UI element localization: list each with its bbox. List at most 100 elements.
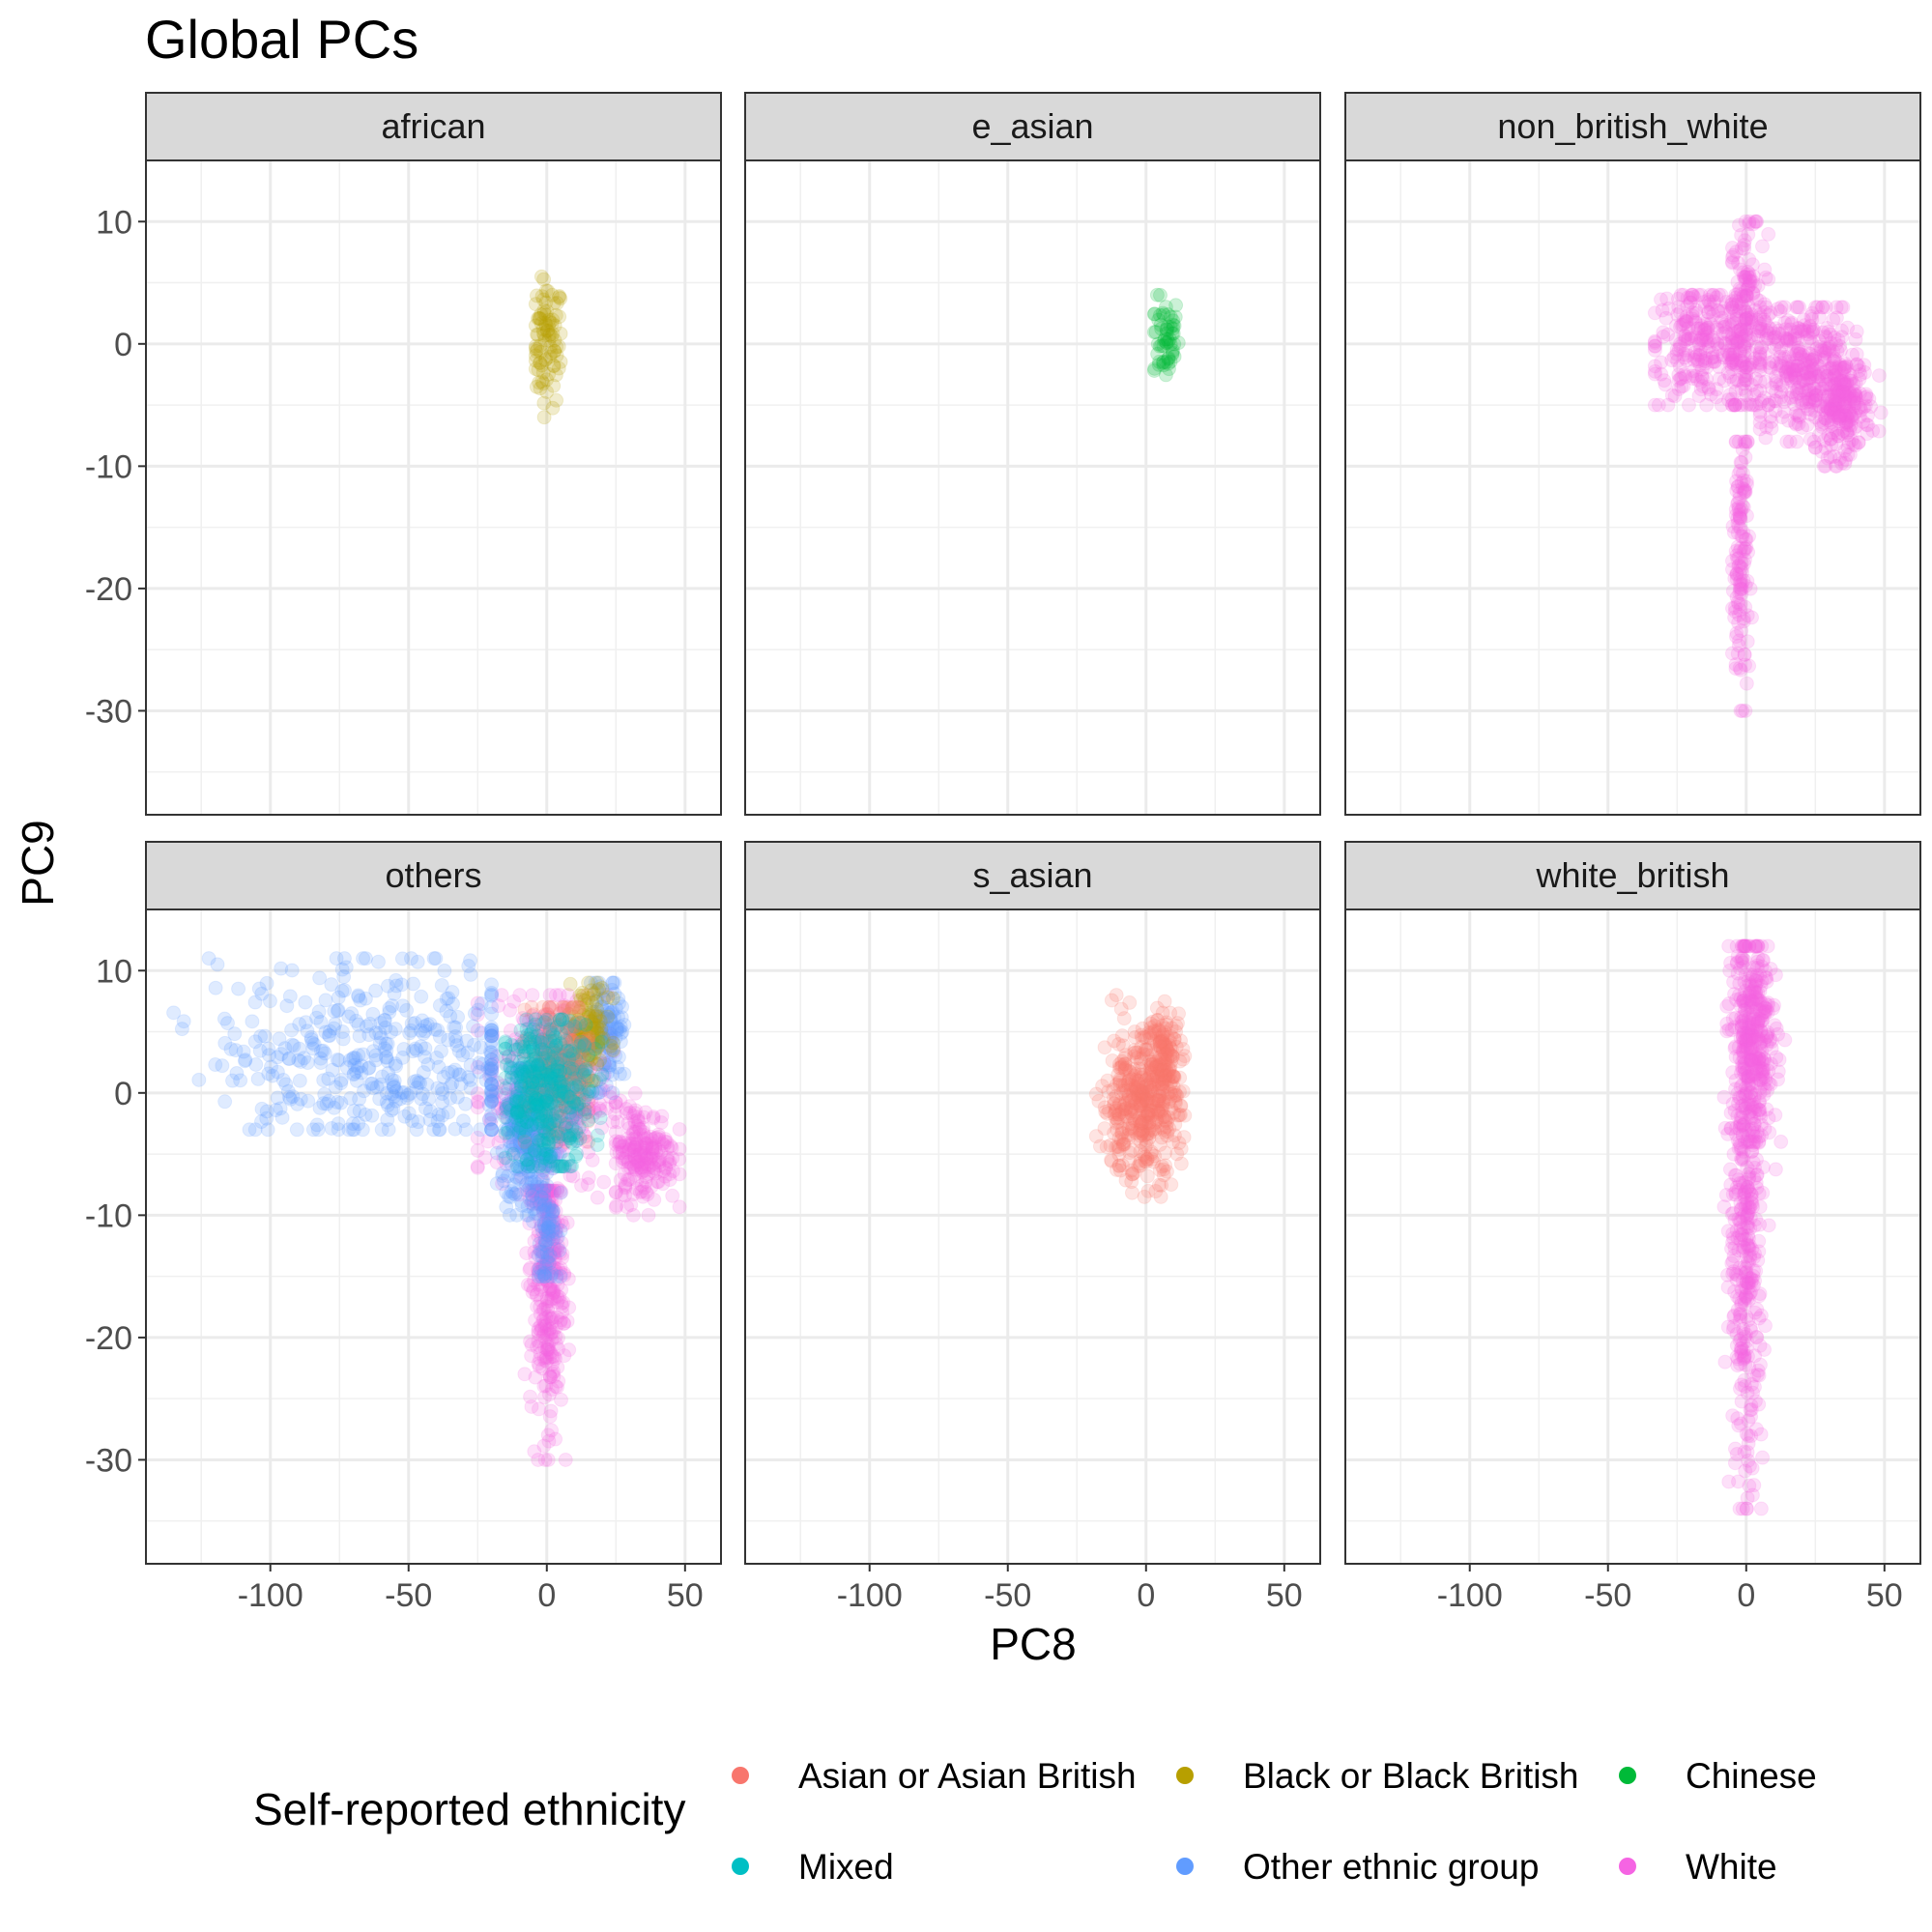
data-point — [1827, 388, 1842, 403]
data-point — [1787, 415, 1802, 430]
data-point — [1705, 330, 1720, 345]
data-point — [411, 1114, 426, 1130]
data-point — [1814, 381, 1830, 396]
data-point — [1696, 332, 1712, 348]
data-point — [1847, 384, 1862, 399]
data-point — [1677, 350, 1692, 365]
data-point — [529, 288, 544, 303]
data-point — [1661, 301, 1677, 316]
data-point — [1752, 404, 1768, 419]
data-point — [1699, 397, 1715, 413]
data-point — [1693, 287, 1709, 303]
data-point — [227, 1026, 243, 1042]
data-point — [538, 295, 554, 310]
data-point — [1773, 389, 1789, 405]
data-point — [418, 1041, 433, 1056]
y-tick-label: -30 — [85, 1442, 132, 1479]
data-point — [1685, 368, 1700, 384]
data-point — [1724, 326, 1740, 341]
data-point — [1738, 270, 1753, 285]
data-point — [1757, 314, 1773, 330]
data-point — [321, 1027, 336, 1043]
data-point — [549, 296, 564, 311]
data-point — [1737, 270, 1752, 285]
data-point — [1740, 307, 1755, 323]
data-point — [1656, 329, 1671, 344]
data-point — [1738, 270, 1753, 285]
data-point — [1714, 287, 1729, 303]
data-point — [581, 1170, 596, 1186]
data-point — [1701, 294, 1716, 309]
data-point — [1696, 294, 1712, 309]
data-point — [1727, 316, 1743, 332]
data-point — [1755, 1450, 1771, 1465]
data-point — [553, 291, 568, 306]
data-point — [1724, 255, 1740, 271]
data-point — [1730, 286, 1745, 302]
data-point — [331, 990, 346, 1005]
data-point — [1816, 343, 1831, 359]
data-point — [1772, 326, 1787, 341]
data-point — [1740, 287, 1755, 303]
data-point — [1806, 381, 1822, 396]
data-point — [531, 1248, 546, 1263]
data-point — [1745, 285, 1761, 301]
data-point — [1159, 322, 1174, 337]
data-point — [672, 1121, 687, 1137]
data-point — [1716, 301, 1732, 316]
data-point — [1691, 337, 1707, 353]
data-point — [1831, 332, 1846, 348]
data-point — [1722, 317, 1738, 332]
data-point — [1728, 287, 1744, 303]
data-point — [1741, 332, 1756, 348]
data-point — [1803, 385, 1819, 400]
data-point — [1647, 335, 1662, 351]
data-point — [610, 1021, 625, 1036]
data-point — [1165, 343, 1180, 359]
data-point — [1724, 353, 1740, 368]
data-point — [1691, 389, 1707, 404]
data-point — [1678, 313, 1693, 329]
data-point — [533, 338, 548, 354]
data-point — [1160, 322, 1175, 337]
data-point — [351, 1048, 366, 1063]
data-point — [547, 343, 562, 359]
data-point — [1692, 358, 1708, 373]
data-point — [1732, 397, 1747, 413]
data-point — [1739, 676, 1754, 691]
data-point — [225, 1073, 241, 1088]
data-point — [1653, 292, 1668, 307]
facet-strip — [1344, 92, 1921, 161]
data-point — [1788, 417, 1803, 432]
data-point — [1693, 374, 1709, 389]
data-point — [1818, 300, 1833, 315]
data-point — [1735, 358, 1750, 373]
data-points — [1647, 214, 1889, 718]
data-point — [1792, 347, 1807, 362]
data-point — [1671, 300, 1687, 315]
data-point — [1647, 305, 1662, 321]
data-point — [437, 963, 452, 978]
data-point — [1677, 316, 1692, 332]
data-point — [1731, 255, 1746, 271]
facet-strip-label: african — [381, 106, 485, 146]
data-point — [1124, 1185, 1139, 1200]
data-point — [1151, 312, 1167, 328]
data-point — [191, 1072, 207, 1087]
data-point — [1671, 367, 1687, 383]
data-point — [1647, 359, 1662, 374]
data-point — [1844, 433, 1860, 448]
data-point — [1798, 357, 1813, 372]
data-point — [1745, 286, 1761, 302]
data-point — [523, 1389, 538, 1404]
data-point — [1753, 1501, 1769, 1516]
y-tick-label: 10 — [96, 204, 132, 241]
data-point — [446, 996, 461, 1012]
data-point — [1739, 288, 1754, 303]
data-point — [1666, 349, 1682, 364]
data-point — [1769, 356, 1784, 371]
data-point — [1139, 1168, 1155, 1184]
data-point — [1757, 297, 1773, 312]
data-point — [1658, 377, 1673, 392]
data-point — [1779, 371, 1795, 387]
